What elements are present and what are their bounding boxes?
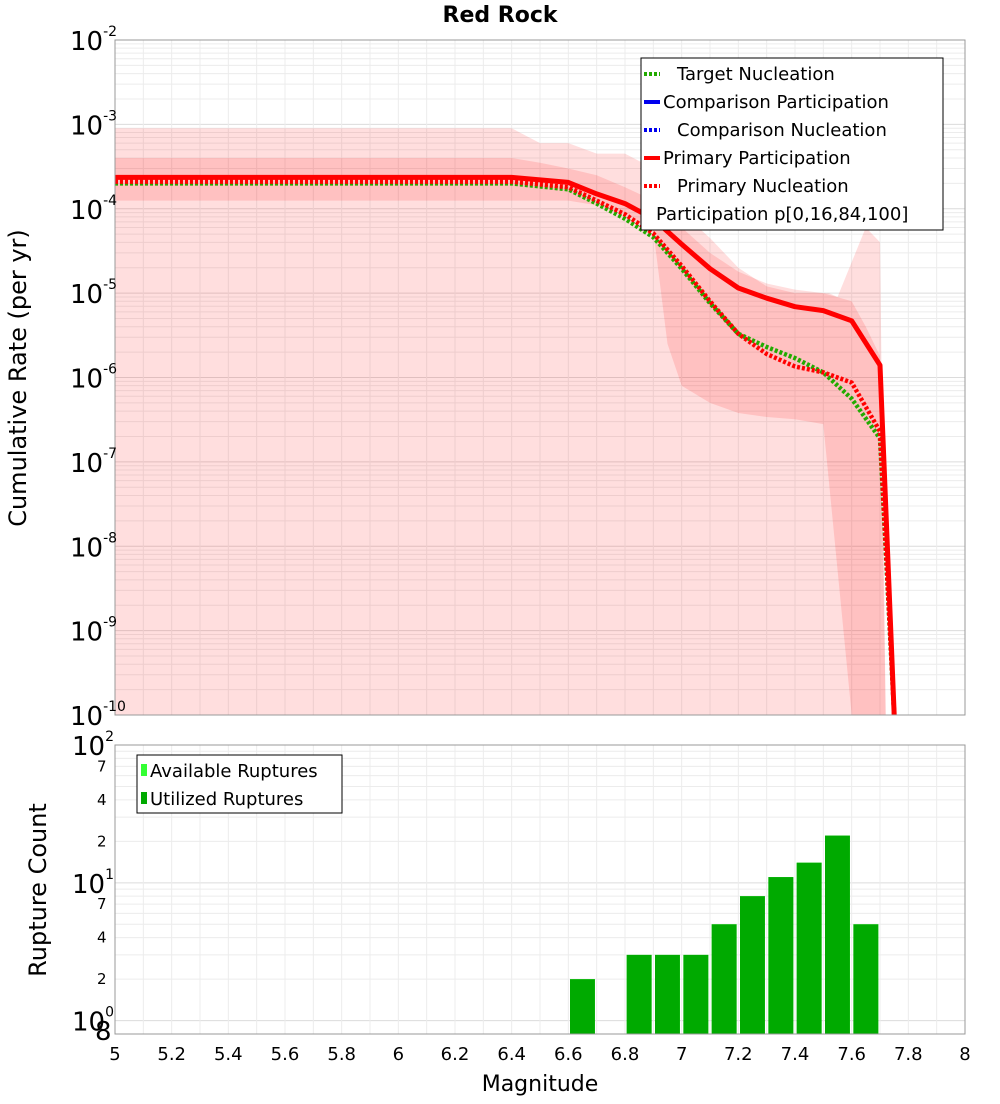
utilized-rupture-bar [853, 924, 879, 1034]
rate-legend-box [640, 57, 944, 231]
x-tick-label: 6 [393, 1044, 404, 1065]
utilized-rupture-bar [626, 954, 652, 1034]
count-y-tick-label: 2 [97, 970, 107, 988]
rate-y-tick-label: 10-8 [70, 530, 117, 563]
count-plot-frame [114, 744, 966, 1035]
x-tick-label: 6.6 [554, 1044, 583, 1065]
legend-label: Comparison Nucleation [677, 120, 887, 141]
x-tick-label: 5.4 [214, 1044, 243, 1065]
legend-label: Primary Nucleation [677, 176, 849, 197]
x-tick-label: 7.2 [724, 1044, 753, 1065]
utilized-rupture-bar [740, 896, 765, 1034]
x-tick-label: 5.8 [327, 1044, 356, 1065]
utilized-rupture-bar [655, 954, 680, 1034]
rate-y-tick-label: 10-2 [70, 24, 117, 57]
legend-swatch [141, 792, 147, 804]
legend-swatch [141, 764, 147, 776]
count-y-tick-label: 8 [95, 1017, 112, 1047]
count-plot-x-ticks: 5 5.2 5.4 5.6 5.8 6 6.2 6.4 6.6 6.8 7 7.2 7.4 7.6 7.8 8 [109, 1044, 970, 1065]
rate-y-tick-label: 10-5 [70, 277, 117, 310]
utilized-rupture-bar [683, 954, 709, 1034]
x-tick-label: 5.6 [271, 1044, 300, 1065]
count-plot-legend: Available Ruptures Utilized Ruptures [136, 754, 343, 814]
legend-label: Participation p[0,16,84,100] [656, 204, 908, 225]
rate-plot-frame [114, 39, 966, 716]
rate-y-tick-label: 10-6 [70, 362, 117, 395]
chart-title: Red Rock [443, 3, 559, 28]
series-line-0 [115, 181, 897, 716]
x-axis-label: Magnitude [482, 1072, 599, 1097]
rate-plot-bands [115, 128, 886, 715]
x-tick-label: 6.4 [497, 1044, 526, 1065]
utilized-rupture-bar [825, 835, 850, 1034]
rate-y-tick-label: 10-3 [70, 108, 117, 141]
utilized-rupture-bar [796, 862, 822, 1034]
series-line-3 [115, 174, 897, 716]
count-y-tick-label: 7 [97, 757, 107, 775]
x-tick-label: 8 [959, 1044, 970, 1065]
legend-label: Primary Participation [663, 148, 851, 169]
x-tick-label: 7 [676, 1044, 687, 1065]
legend-label: Comparison Participation [663, 92, 889, 113]
x-tick-label: 6.8 [611, 1044, 640, 1065]
count-y-tick-label: 101 [72, 867, 114, 900]
x-tick-label: 6.2 [441, 1044, 470, 1065]
participation-band-1 [115, 158, 886, 715]
x-tick-label: 5.2 [157, 1044, 186, 1065]
x-tick-label: 7.4 [781, 1044, 810, 1065]
x-tick-label: 7.8 [894, 1044, 923, 1065]
rate-plot-lines [115, 174, 897, 716]
utilized-rupture-bar [711, 924, 737, 1034]
participation-band-0 [115, 128, 886, 715]
rate-plot-legend: Target Nucleation Comparison Participatio… [640, 57, 944, 231]
rate-y-tick-label: 10-9 [70, 615, 117, 648]
count-y-tick-label: 4 [97, 791, 107, 809]
x-tick-label: 5 [109, 1044, 120, 1065]
count-plot-bars [570, 835, 879, 1034]
count-legend-box [136, 754, 343, 814]
rate-y-axis-label: Cumulative Rate (per yr) [4, 229, 32, 527]
legend-label: Target Nucleation [676, 64, 835, 85]
x-tick-label: 7.6 [837, 1044, 866, 1065]
count-y-tick-label: 102 [72, 729, 114, 762]
count-y-tick-label: 4 [97, 929, 107, 947]
rate-y-tick-label: 10-10 [70, 699, 126, 732]
utilized-rupture-bar [768, 877, 794, 1034]
count-y-axis-label: Rupture Count [24, 803, 52, 977]
utilized-rupture-bar [570, 979, 595, 1034]
rate-y-tick-label: 10-4 [70, 193, 117, 226]
count-y-tick-label: 2 [97, 832, 107, 850]
rate-plot-y-ticks: 10-2 10-3 10-4 10-5 10-6 10-7 10-8 10-9 10-10 [70, 24, 126, 732]
legend-label: Utilized Ruptures [150, 789, 303, 810]
count-y-tick-label: 100 [72, 1005, 114, 1038]
series-line-4 [115, 179, 897, 716]
legend-label: Available Ruptures [150, 761, 318, 782]
count-y-tick-label: 7 [97, 895, 107, 913]
rate-y-tick-label: 10-7 [70, 446, 117, 479]
